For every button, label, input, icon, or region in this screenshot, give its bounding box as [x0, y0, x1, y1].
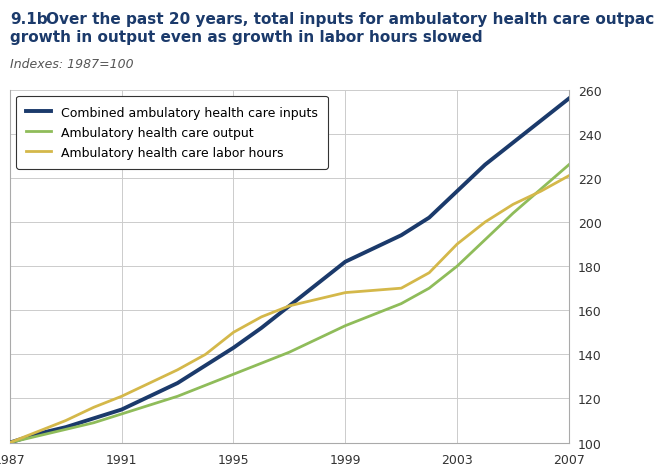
- Legend: Combined ambulatory health care inputs, Ambulatory health care output, Ambulator: Combined ambulatory health care inputs, …: [16, 97, 328, 169]
- Text: Indexes: 1987=100: Indexes: 1987=100: [10, 58, 133, 71]
- Text: growth in output even as growth in labor hours slowed: growth in output even as growth in labor…: [10, 30, 483, 44]
- Text: Over the past 20 years, total inputs for ambulatory health care outpaced: Over the past 20 years, total inputs for…: [46, 12, 654, 27]
- Text: 9.1b: 9.1b: [10, 12, 48, 27]
